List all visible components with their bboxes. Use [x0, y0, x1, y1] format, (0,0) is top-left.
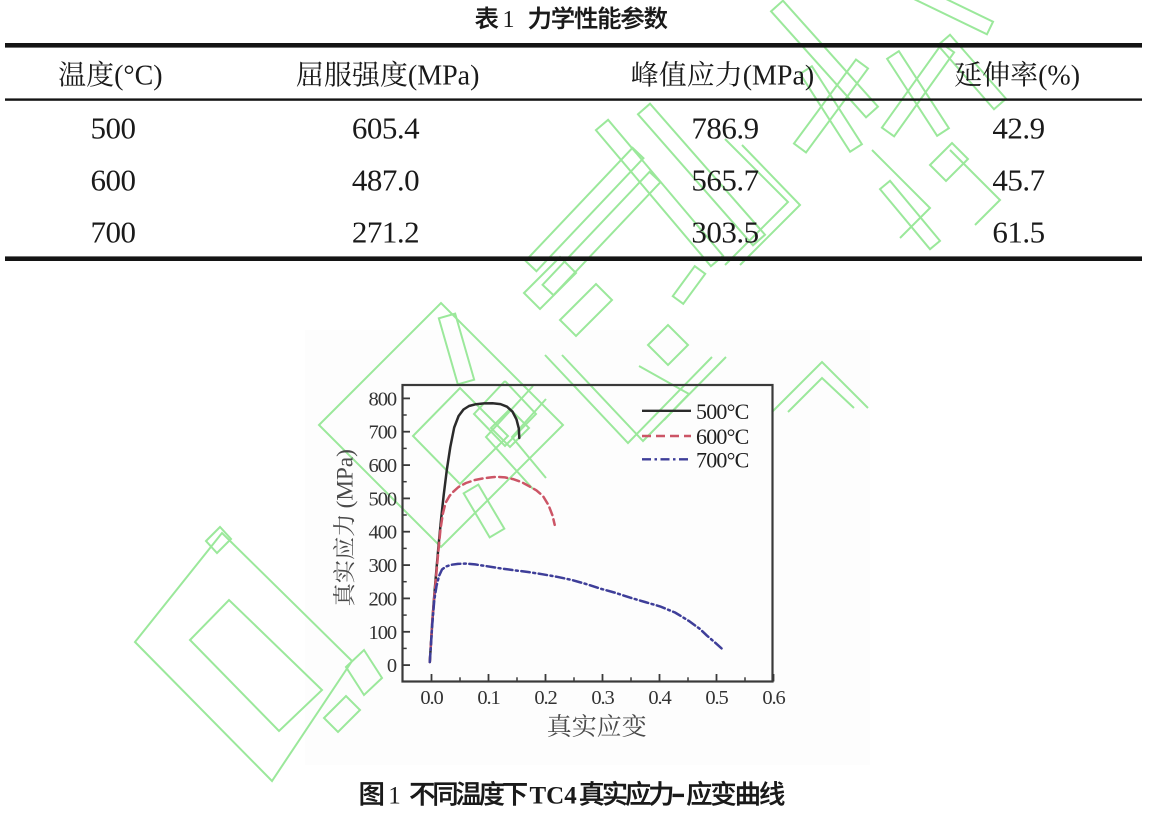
svg-text:TC4: TC4 [530, 783, 578, 810]
svg-text:(MPa): (MPa) [408, 61, 480, 92]
svg-text:600: 600 [91, 163, 136, 198]
svg-text:600: 600 [369, 455, 397, 477]
svg-text:1: 1 [388, 783, 401, 810]
svg-text:0.3: 0.3 [591, 687, 614, 709]
svg-text:500: 500 [369, 488, 397, 510]
svg-text:0.1: 0.1 [477, 687, 500, 709]
svg-text:(MPa): (MPa) [743, 61, 815, 92]
svg-text:1: 1 [503, 7, 515, 33]
svg-text:(°C): (°C) [114, 61, 163, 92]
svg-text:600°C: 600°C [696, 424, 749, 449]
svg-text:500°C: 500°C [696, 399, 749, 424]
svg-text:0.2: 0.2 [534, 687, 557, 709]
svg-text:0: 0 [387, 655, 397, 677]
svg-text:800: 800 [369, 388, 397, 410]
svg-text:(MPa): (MPa) [333, 449, 359, 508]
svg-text:0.4: 0.4 [648, 687, 671, 709]
svg-text:42.9: 42.9 [992, 111, 1044, 146]
svg-text:0.0: 0.0 [420, 687, 443, 709]
svg-text:45.7: 45.7 [992, 163, 1044, 198]
svg-text:565.7: 565.7 [691, 163, 758, 198]
svg-text:0.5: 0.5 [705, 687, 728, 709]
svg-text:700: 700 [91, 215, 136, 250]
svg-text:605.4: 605.4 [352, 111, 420, 146]
svg-text:100: 100 [369, 622, 397, 644]
svg-text:300: 300 [369, 555, 397, 577]
svg-text:61.5: 61.5 [992, 215, 1044, 250]
svg-text:400: 400 [369, 522, 397, 544]
svg-text:303.5: 303.5 [691, 215, 758, 250]
svg-text:0.6: 0.6 [762, 687, 785, 709]
svg-text:700: 700 [369, 422, 397, 444]
svg-text:700°C: 700°C [696, 448, 749, 473]
svg-text:500: 500 [91, 111, 136, 146]
svg-text:786.9: 786.9 [691, 111, 758, 146]
svg-text:487.0: 487.0 [352, 163, 419, 198]
svg-text:(%): (%) [1038, 61, 1080, 92]
svg-text:271.2: 271.2 [352, 215, 419, 250]
svg-text:200: 200 [369, 588, 397, 610]
